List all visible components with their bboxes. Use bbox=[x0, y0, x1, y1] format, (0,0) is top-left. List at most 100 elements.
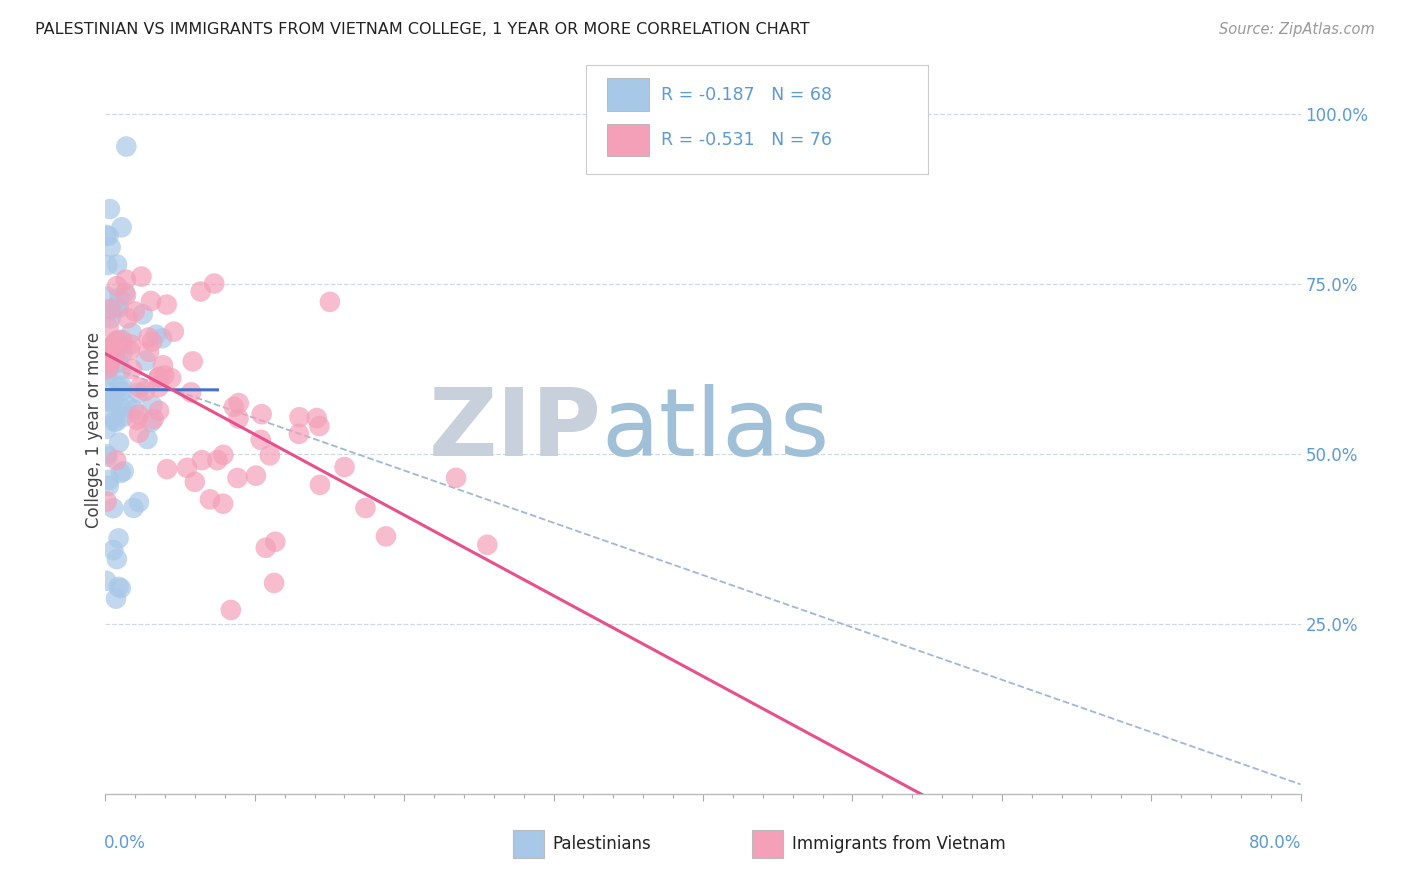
Text: Immigrants from Vietnam: Immigrants from Vietnam bbox=[792, 835, 1005, 853]
Point bbox=[148, 370, 170, 384]
Point bbox=[108, 435, 131, 450]
Text: 80.0%: 80.0% bbox=[1250, 834, 1302, 852]
Point bbox=[115, 398, 138, 412]
Point bbox=[111, 333, 134, 347]
Text: R = -0.531   N = 76: R = -0.531 N = 76 bbox=[661, 131, 832, 149]
Point bbox=[105, 453, 128, 467]
Point bbox=[117, 311, 139, 326]
Point bbox=[105, 279, 128, 293]
Text: PALESTINIAN VS IMMIGRANTS FROM VIETNAM COLLEGE, 1 YEAR OR MORE CORRELATION CHART: PALESTINIAN VS IMMIGRANTS FROM VIETNAM C… bbox=[35, 22, 810, 37]
Point bbox=[207, 453, 229, 467]
Point bbox=[100, 351, 122, 365]
Point bbox=[152, 359, 174, 373]
Point bbox=[263, 576, 285, 591]
FancyBboxPatch shape bbox=[607, 78, 650, 111]
Point bbox=[202, 277, 225, 291]
Point bbox=[245, 468, 267, 483]
Point bbox=[264, 534, 287, 549]
Point bbox=[374, 529, 396, 543]
Point bbox=[97, 479, 120, 493]
Point bbox=[181, 354, 204, 368]
Point bbox=[108, 291, 131, 305]
FancyBboxPatch shape bbox=[607, 124, 650, 156]
Point bbox=[110, 466, 132, 480]
Point bbox=[212, 497, 235, 511]
Text: Palestinians: Palestinians bbox=[553, 835, 651, 853]
Point bbox=[103, 392, 125, 407]
Point bbox=[176, 460, 198, 475]
Point bbox=[333, 460, 356, 475]
Point bbox=[136, 432, 159, 446]
Point bbox=[160, 371, 183, 385]
Point bbox=[148, 404, 170, 418]
Point bbox=[105, 258, 128, 272]
Point bbox=[108, 380, 131, 394]
Point bbox=[110, 362, 132, 376]
Point bbox=[105, 415, 128, 429]
Text: ZIP: ZIP bbox=[429, 384, 602, 476]
Point bbox=[105, 299, 128, 313]
Point bbox=[115, 288, 138, 302]
Point bbox=[288, 426, 311, 441]
Point bbox=[250, 407, 273, 421]
Point bbox=[112, 336, 135, 351]
Point bbox=[98, 340, 121, 354]
Point bbox=[309, 478, 332, 492]
Point bbox=[228, 396, 250, 410]
Point bbox=[226, 471, 249, 485]
Point bbox=[97, 351, 120, 365]
Point bbox=[107, 580, 129, 594]
Point bbox=[288, 410, 311, 425]
Point bbox=[125, 413, 148, 427]
Point bbox=[96, 447, 118, 461]
Point bbox=[98, 357, 121, 371]
Point bbox=[100, 311, 122, 326]
Point bbox=[114, 285, 136, 300]
Point bbox=[97, 320, 120, 334]
Point bbox=[96, 362, 118, 376]
Point bbox=[145, 327, 167, 342]
Point bbox=[98, 473, 121, 487]
Point bbox=[111, 220, 134, 235]
Point bbox=[110, 384, 132, 399]
Point bbox=[128, 425, 150, 440]
Point bbox=[163, 325, 186, 339]
Point bbox=[122, 500, 145, 515]
Point bbox=[319, 294, 342, 309]
Point bbox=[120, 337, 142, 351]
Point bbox=[100, 301, 122, 316]
Point bbox=[134, 384, 156, 398]
Point bbox=[96, 258, 118, 272]
Point bbox=[96, 393, 118, 408]
Point bbox=[156, 462, 179, 476]
Point bbox=[96, 494, 118, 508]
Point bbox=[96, 372, 118, 386]
Point bbox=[139, 293, 162, 308]
Point bbox=[308, 419, 330, 434]
Point bbox=[138, 344, 160, 359]
Point bbox=[112, 409, 135, 424]
Point bbox=[141, 399, 163, 413]
Text: R = -0.187   N = 68: R = -0.187 N = 68 bbox=[661, 86, 832, 103]
Point bbox=[222, 400, 245, 414]
Point bbox=[190, 285, 212, 299]
FancyBboxPatch shape bbox=[586, 65, 928, 175]
Point bbox=[108, 333, 131, 347]
Point bbox=[110, 581, 132, 595]
Point bbox=[105, 591, 128, 606]
Point bbox=[180, 385, 202, 400]
Point bbox=[100, 343, 122, 358]
Point bbox=[150, 331, 173, 345]
Point bbox=[138, 330, 160, 344]
Point bbox=[354, 501, 377, 516]
Point bbox=[477, 538, 499, 552]
Point bbox=[212, 448, 235, 462]
Point bbox=[156, 297, 179, 311]
Point bbox=[98, 394, 121, 409]
Point bbox=[153, 368, 176, 383]
Point bbox=[141, 334, 163, 349]
Point bbox=[100, 340, 122, 354]
Point bbox=[219, 603, 242, 617]
Point bbox=[115, 139, 138, 153]
Point bbox=[100, 240, 122, 254]
